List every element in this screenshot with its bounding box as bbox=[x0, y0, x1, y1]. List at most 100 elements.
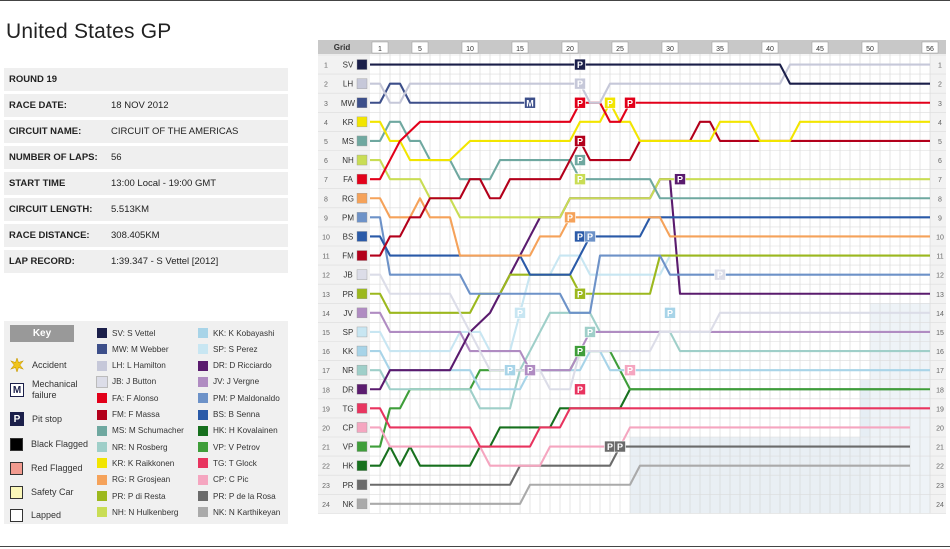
race-info-value: 308.405KM bbox=[111, 230, 160, 241]
legend-label: NK: N Karthikeyan bbox=[213, 507, 281, 517]
grid-driver-swatch bbox=[356, 307, 368, 319]
lap-tick-label: 45 bbox=[816, 46, 824, 53]
legend-swatch bbox=[198, 425, 208, 436]
legend-label: FM: F Massa bbox=[112, 410, 160, 419]
legend-label: PR: P di Resta bbox=[112, 491, 166, 501]
pit-stop-marker bbox=[574, 154, 586, 166]
pit-stop-marker bbox=[604, 96, 616, 109]
lap-tick-box bbox=[411, 41, 429, 54]
grid-driver-code: VP bbox=[343, 443, 354, 452]
race-info-label: ROUND 19 bbox=[9, 74, 58, 85]
grid-driver-swatch bbox=[356, 135, 368, 147]
grid-driver-code: NR bbox=[342, 366, 354, 375]
legend-item: NR: N Rosberg bbox=[97, 442, 168, 453]
legend-label: LH: L Hamilton bbox=[112, 361, 166, 371]
grid-driver-swatch bbox=[356, 441, 368, 452]
position-number: 10 bbox=[322, 234, 330, 241]
pit-stop-glyph: P bbox=[577, 289, 583, 299]
key-symbol-label: Black Flagged bbox=[31, 439, 89, 449]
position-number: 20 bbox=[936, 425, 944, 432]
key-symbol-item: Black Flagged bbox=[10, 438, 88, 451]
legend-item: DR: D Ricciardo bbox=[198, 360, 272, 371]
pit-stop-glyph: P bbox=[717, 270, 723, 280]
key-symbol-item: Lapped bbox=[10, 509, 61, 522]
lap-tick-box bbox=[811, 41, 829, 54]
position-number: 11 bbox=[322, 254, 329, 261]
grid-driver-code: HK bbox=[342, 462, 354, 471]
pit-stop-marker bbox=[504, 364, 516, 376]
legend-label: NH: N Hulkenberg bbox=[112, 507, 179, 517]
position-number: 16 bbox=[936, 349, 944, 356]
lap-tick-box bbox=[861, 41, 879, 54]
position-number: 4 bbox=[938, 120, 942, 127]
black-flag-icon bbox=[10, 438, 23, 451]
lap-tick-label: 15 bbox=[516, 46, 524, 53]
position-number: 22 bbox=[322, 464, 330, 471]
lap-tick-label: 10 bbox=[466, 46, 474, 53]
legend-item: KK: K Kobayashi bbox=[198, 328, 274, 338]
pit-stop-glyph: P bbox=[577, 385, 583, 395]
position-number: 2 bbox=[938, 82, 942, 89]
legend-item: CP: C Pic bbox=[198, 474, 249, 485]
grid-driver-swatch bbox=[356, 116, 368, 128]
lap-tick-label: 25 bbox=[616, 46, 624, 53]
grid-driver-code: JV bbox=[343, 309, 353, 318]
legend-swatch bbox=[97, 425, 107, 436]
lapped-icon bbox=[10, 509, 23, 522]
pit-stop-marker bbox=[714, 268, 726, 281]
grid-driver-code: NH bbox=[342, 156, 354, 165]
grid-driver-code: PM bbox=[342, 213, 354, 222]
pit-stop-glyph: P bbox=[527, 366, 533, 376]
grid-driver-code: LH bbox=[343, 80, 353, 89]
legend-label: JB: J Button bbox=[112, 377, 157, 387]
race-info-value: 56 bbox=[111, 152, 122, 163]
position-number: 23 bbox=[322, 483, 330, 490]
grid-driver-swatch bbox=[356, 78, 368, 89]
grid-driver-code: PR bbox=[342, 290, 353, 299]
pit-stop-marker bbox=[574, 287, 586, 300]
position-number: 23 bbox=[936, 483, 944, 490]
legend-swatch bbox=[198, 409, 208, 420]
pit-stop-glyph: P bbox=[577, 60, 583, 70]
series-line bbox=[370, 407, 930, 448]
pit-stop-marker bbox=[674, 173, 686, 185]
pit-stop-marker bbox=[584, 326, 596, 338]
pit-stop-glyph: P bbox=[507, 366, 513, 376]
legend-label: FA: F Alonso bbox=[112, 393, 159, 403]
race-info-value: 5.513KM bbox=[111, 204, 150, 215]
position-number: 7 bbox=[938, 177, 942, 184]
series-line bbox=[370, 101, 930, 181]
pit-stop-marker bbox=[574, 173, 586, 185]
legend-swatch bbox=[97, 491, 107, 501]
lap-tick-label: 30 bbox=[666, 46, 674, 53]
position-number: 19 bbox=[322, 406, 330, 413]
accident-icon bbox=[10, 358, 24, 372]
legend-item: LH: L Hamilton bbox=[97, 360, 166, 371]
key-symbol-label: Mechanical failure bbox=[32, 379, 78, 400]
race-info-label: NUMBER OF LAPS: bbox=[9, 152, 98, 163]
position-number: 14 bbox=[936, 311, 944, 318]
legend-swatch bbox=[198, 393, 208, 404]
pit-stop-marker bbox=[574, 77, 586, 90]
pit-stop-glyph: P bbox=[587, 327, 593, 337]
position-number: 11 bbox=[936, 254, 943, 261]
legend-swatch bbox=[97, 474, 107, 485]
grid-driver-swatch bbox=[356, 345, 368, 357]
legend-item: VP: V Petrov bbox=[198, 442, 260, 453]
series-line bbox=[370, 349, 930, 391]
key-symbol-item: Safety Car bbox=[10, 486, 74, 499]
grid-driver-code: JB bbox=[343, 271, 352, 280]
position-number: 17 bbox=[936, 368, 944, 375]
race-info-value: 1:39.347 - S Vettel [2012] bbox=[111, 256, 219, 267]
grid-driver-code: FA bbox=[343, 175, 353, 184]
position-number: 4 bbox=[324, 120, 328, 127]
legend-label: CP: C Pic bbox=[213, 475, 249, 485]
pit-stop-marker bbox=[574, 96, 586, 109]
grid-driver-swatch bbox=[356, 269, 368, 280]
race-info-value: 13:00 Local - 19:00 GMT bbox=[111, 178, 217, 189]
legend-item: MW: M Webber bbox=[97, 344, 169, 355]
series-line bbox=[370, 216, 930, 276]
grid-driver-swatch bbox=[356, 59, 368, 70]
grid-driver-swatch bbox=[356, 498, 368, 510]
grid-driver-code: CP bbox=[342, 423, 353, 432]
